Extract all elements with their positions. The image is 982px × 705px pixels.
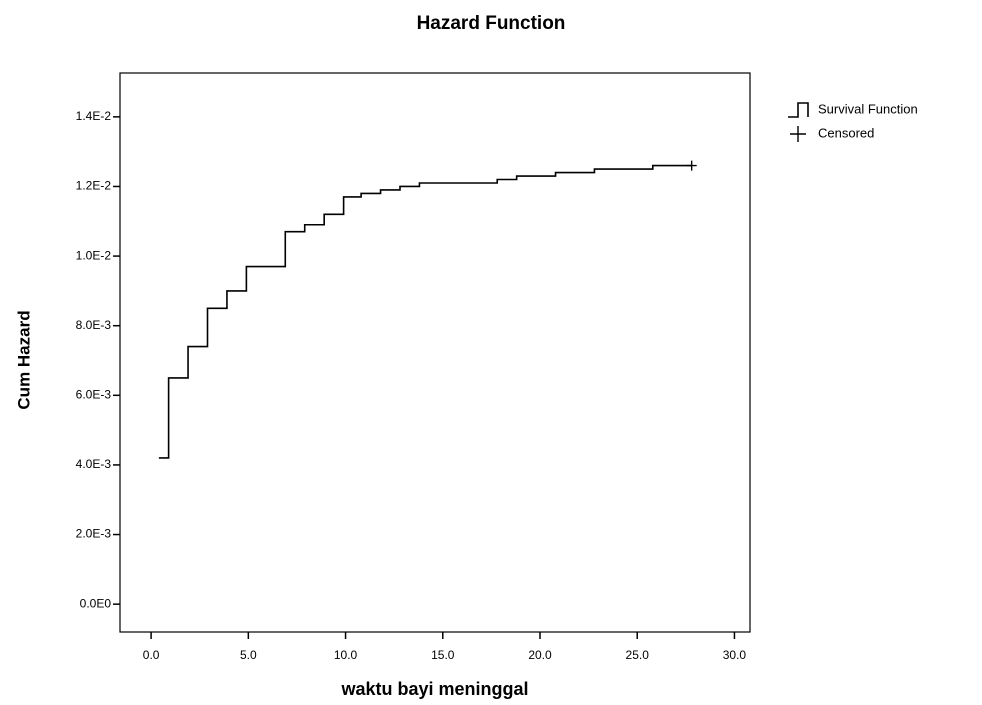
chart-title: Hazard Function xyxy=(417,13,566,34)
y-axis-label: Cum Hazard xyxy=(14,310,33,409)
legend-label: Censored xyxy=(818,125,874,140)
legend-symbol xyxy=(790,126,806,142)
plot-frame xyxy=(119,72,751,633)
y-tick-label: 1.4E-2 xyxy=(76,109,112,123)
x-tick-label: 15.0 xyxy=(431,648,455,662)
x-tick-label: 30.0 xyxy=(723,648,747,662)
y-tick-label: 1.2E-2 xyxy=(76,179,112,193)
x-axis-label: waktu bayi meninggal xyxy=(340,679,528,699)
y-tick-label: 1.0E-2 xyxy=(76,248,112,262)
x-tick-label: 0.0 xyxy=(143,648,160,662)
y-tick-label: 0.0E0 xyxy=(80,596,112,610)
survival-step-line xyxy=(158,164,692,459)
censored-marker xyxy=(686,160,697,171)
x-tick-label: 25.0 xyxy=(626,648,650,662)
legend-symbol xyxy=(788,102,809,118)
y-tick-label: 2.0E-3 xyxy=(76,527,112,541)
legend-label: Survival Function xyxy=(818,101,918,116)
y-tick-label: 6.0E-3 xyxy=(76,387,112,401)
x-tick-label: 5.0 xyxy=(240,648,257,662)
y-tick-label: 4.0E-3 xyxy=(76,457,112,471)
x-tick-label: 10.0 xyxy=(334,648,358,662)
x-tick-label: 20.0 xyxy=(528,648,552,662)
y-tick-label: 8.0E-3 xyxy=(76,318,112,332)
